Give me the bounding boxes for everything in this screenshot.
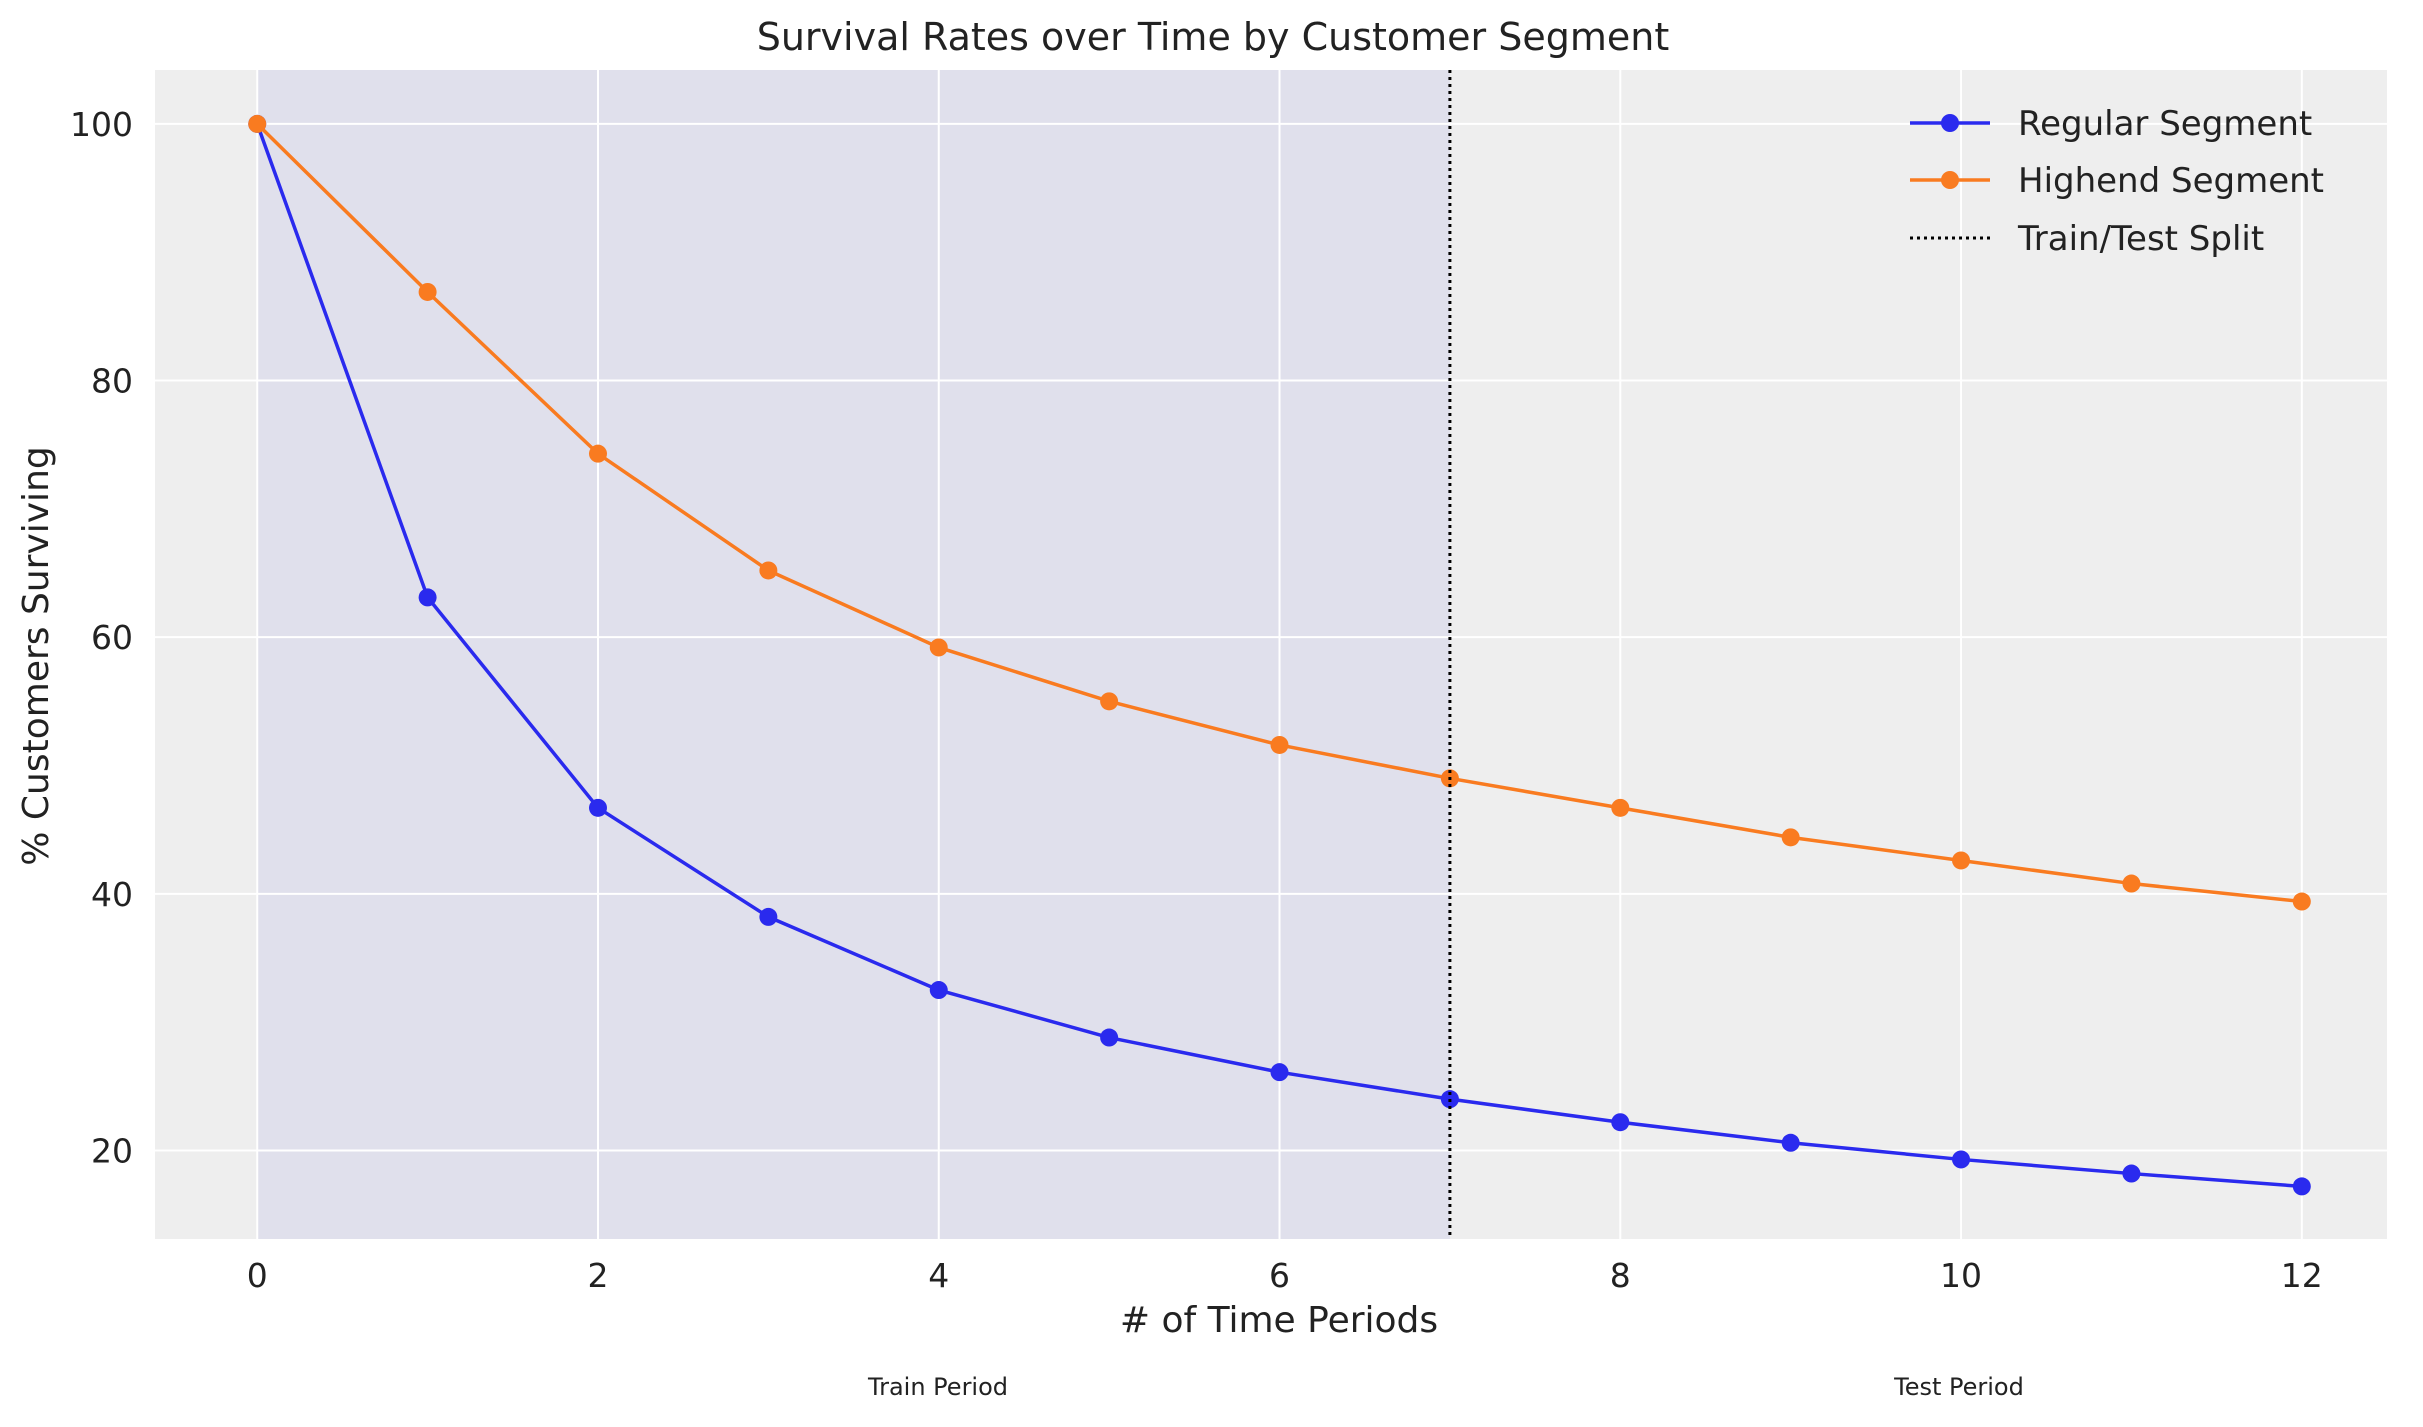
data-point-highend (759, 561, 778, 580)
legend-split-label: Train/Test Split (2017, 219, 2264, 259)
x-tick-label: 12 (2281, 1256, 2323, 1295)
data-point-regular (2122, 1164, 2141, 1183)
legend: Regular Segment Highend Segment Train/Te… (1910, 104, 2324, 259)
data-point-highend (1270, 735, 1289, 754)
legend-highend-label: Highend Segment (2018, 161, 2324, 201)
x-tick-label: 2 (587, 1256, 608, 1295)
data-point-highend (1952, 851, 1971, 870)
data-point-regular (1270, 1063, 1289, 1082)
chart-title: Survival Rates over Time by Customer Seg… (757, 15, 1670, 59)
data-point-highend (248, 114, 267, 133)
data-point-regular (1781, 1133, 1800, 1152)
data-point-regular (588, 798, 607, 817)
y-tick-label: 60 (91, 618, 133, 657)
legend-regular-marker (1941, 114, 1959, 132)
data-point-highend (588, 444, 607, 463)
data-point-highend (1781, 828, 1800, 847)
data-point-regular (1611, 1113, 1630, 1132)
data-point-highend (1611, 798, 1630, 817)
data-point-regular (1952, 1150, 1971, 1169)
x-tick-label: 4 (928, 1256, 949, 1295)
x-tick-label: 6 (1269, 1256, 1290, 1295)
x-tick-label: 0 (247, 1256, 268, 1295)
data-point-highend (418, 282, 437, 301)
data-point-regular (1100, 1028, 1119, 1047)
y-tick-label: 100 (70, 105, 133, 144)
y-tick-label: 40 (91, 875, 133, 914)
data-point-regular (2292, 1177, 2311, 1196)
data-point-highend (2292, 892, 2311, 911)
y-tick-label: 20 (91, 1131, 133, 1170)
x-tick-label: 8 (1610, 1256, 1631, 1295)
x-tick-label: 10 (1940, 1256, 1982, 1295)
train-region (257, 70, 1450, 1239)
data-point-regular (418, 588, 437, 607)
ticks: 0 2 4 6 8 10 12 20 40 60 80 100 (70, 105, 2323, 1295)
legend-highend-marker (1941, 171, 1959, 189)
train-period-annotation: Train Period (867, 1373, 1008, 1401)
data-point-highend (2122, 874, 2141, 893)
y-tick-label: 80 (91, 362, 133, 401)
data-point-highend (929, 638, 948, 657)
data-point-regular (759, 907, 778, 926)
series-lines (248, 70, 2311, 1239)
legend-regular-label: Regular Segment (2018, 104, 2312, 144)
test-period-annotation: Test Period (1893, 1373, 2024, 1401)
data-point-highend (1100, 692, 1119, 711)
x-axis-label: # of Time Periods (1120, 1300, 1438, 1341)
data-point-regular (929, 981, 948, 1000)
y-axis-label: % Customers Surviving (16, 446, 57, 865)
